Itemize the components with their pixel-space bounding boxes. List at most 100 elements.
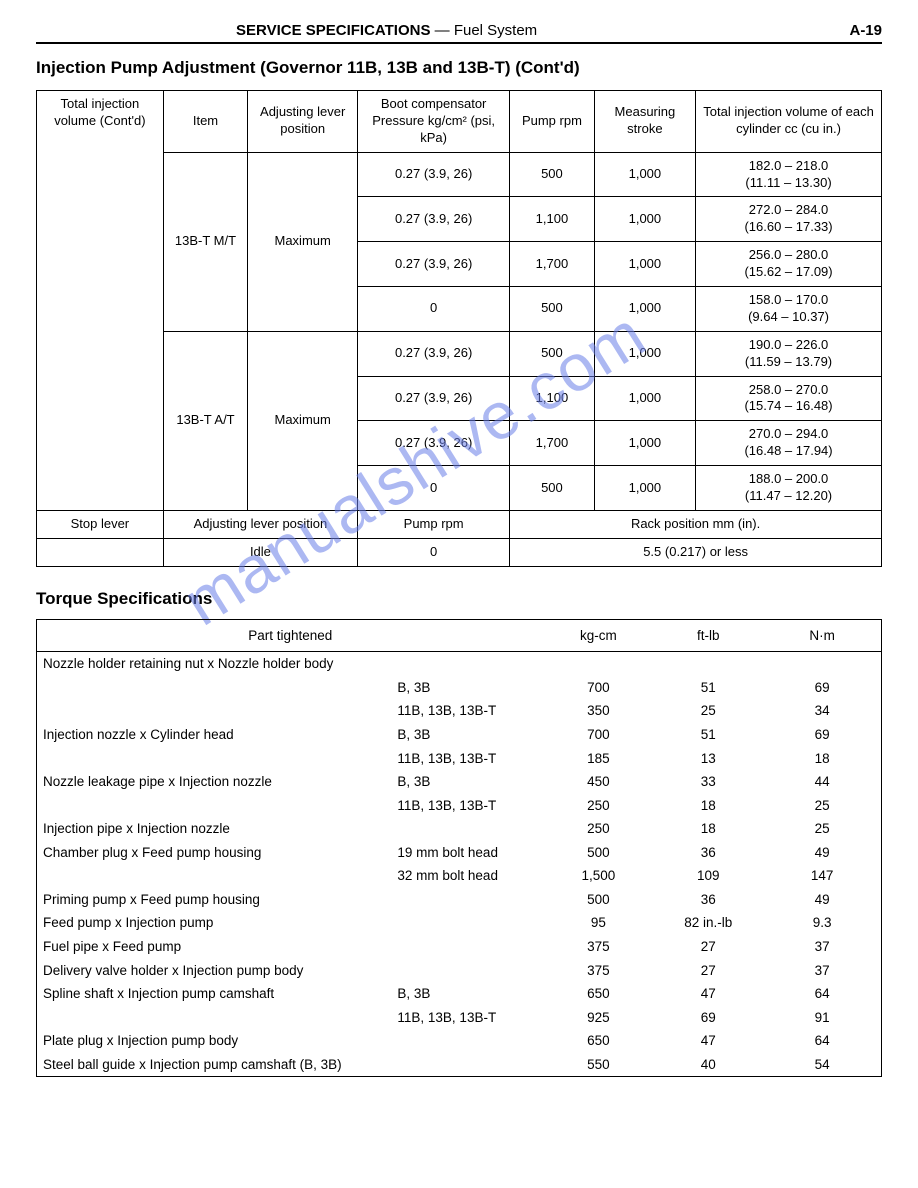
cell-part: Feed pump x Injection pump <box>37 911 392 935</box>
cell-kg: 95 <box>543 911 653 935</box>
cell-stroke: 1,000 <box>594 152 695 197</box>
cell-vol: 182.0 – 218.0(11.11 – 13.30) <box>696 152 882 197</box>
cell-vol: 258.0 – 270.0(15.74 – 16.48) <box>696 376 882 421</box>
cell-part: Fuel pipe x Feed pump <box>37 935 392 959</box>
vol1: 270.0 – 294.0 <box>749 426 829 441</box>
cell-sub: B, 3B <box>391 723 543 747</box>
cell-part: Injection nozzle x Cylinder head <box>37 723 392 747</box>
cell-sub: B, 3B <box>391 676 543 700</box>
cell-vol: 256.0 – 280.0 (15.62 – 17.09) <box>696 242 882 287</box>
vol2: (9.64 – 10.37) <box>748 309 829 324</box>
table-row: 11B, 13B, 13B-T9256991 <box>37 1006 882 1030</box>
cell-kg: 375 <box>543 935 653 959</box>
col-rpm: Pump rpm <box>510 91 595 153</box>
cell-press: 0.27 (3.9, 26) <box>358 331 510 376</box>
stop-h3: Rack position mm (in). <box>510 510 882 538</box>
cell-ft: 47 <box>653 982 763 1006</box>
vol1: 158.0 – 170.0 <box>749 292 829 307</box>
cell-rpm: 1,100 <box>510 376 595 421</box>
table-row: 13B-T M/T Maximum 0.27 (3.9, 26) 500 1,0… <box>37 152 882 197</box>
table-row: Injection pipe x Injection nozzle2501825 <box>37 817 882 841</box>
cell-kg: 450 <box>543 770 653 794</box>
cell-kg <box>543 652 653 676</box>
table-row: Feed pump x Injection pump9582 in.-lb9.3 <box>37 911 882 935</box>
cell-part <box>37 676 392 700</box>
cell-item: 13B-T M/T <box>163 152 248 331</box>
cell-kg: 185 <box>543 747 653 771</box>
section-injection-title: Injection Pump Adjustment (Governor 11B,… <box>36 58 882 78</box>
torque-table: Part tightened kg-cm ft-lb N·m Nozzle ho… <box>36 619 882 1078</box>
cell-ft: 36 <box>653 841 763 865</box>
cell-rpm: 1,700 <box>510 242 595 287</box>
cell-sub <box>391 1029 543 1053</box>
col-item: Item <box>163 91 248 153</box>
cell-sub <box>391 652 543 676</box>
cell-sub: 11B, 13B, 13B-T <box>391 699 543 723</box>
cell-stroke: 1,000 <box>594 287 695 332</box>
cell-ft: 18 <box>653 817 763 841</box>
cell-ft: 51 <box>653 676 763 700</box>
col-lever: Adjusting lever position <box>248 91 358 153</box>
col-kgcm: kg-cm <box>543 619 653 652</box>
cell-vol: 270.0 – 294.0(16.48 – 17.94) <box>696 421 882 466</box>
injection-table: Total injection volume (Cont'd) Item Adj… <box>36 90 882 567</box>
cell-part: Steel ball guide x Injection pump camsha… <box>37 1053 392 1077</box>
table-row: Chamber plug x Feed pump housing19 mm bo… <box>37 841 882 865</box>
cell-kg: 375 <box>543 959 653 983</box>
cell-ft: 18 <box>653 794 763 818</box>
cell-nm: 49 <box>763 888 881 912</box>
cell-press: 0.27 (3.9, 26) <box>358 421 510 466</box>
cell-press: 0.27 (3.9, 26) <box>358 376 510 421</box>
col-part: Part tightened <box>37 619 544 652</box>
cell-rpm: 1,700 <box>510 421 595 466</box>
table-row: Priming pump x Feed pump housing5003649 <box>37 888 882 912</box>
table-row: B, 3B7005169 <box>37 676 882 700</box>
cell-sub: 11B, 13B, 13B-T <box>391 747 543 771</box>
cell-stroke: 1,000 <box>594 242 695 287</box>
torque-header-row: Part tightened kg-cm ft-lb N·m <box>37 619 882 652</box>
cell-part: Chamber plug x Feed pump housing <box>37 841 392 865</box>
cell-ft <box>653 652 763 676</box>
stop-empty <box>37 538 164 566</box>
cell-nm: 44 <box>763 770 881 794</box>
cell-press: 0.27 (3.9, 26) <box>358 197 510 242</box>
cell-nm: 37 <box>763 935 881 959</box>
table-row: Nozzle leakage pipe x Injection nozzleB,… <box>37 770 882 794</box>
col-volume: Total injection volume of each cylinder … <box>696 91 882 153</box>
vol1: 272.0 – 284.0 <box>749 202 829 217</box>
cell-part <box>37 699 392 723</box>
vol1: 256.0 – 280.0 <box>749 247 829 262</box>
cell-nm: 64 <box>763 1029 881 1053</box>
vol2: (15.62 – 17.09) <box>744 264 832 279</box>
cell-sub: B, 3B <box>391 770 543 794</box>
injection-header-row: Total injection volume (Cont'd) Item Adj… <box>37 91 882 153</box>
cell-part: Priming pump x Feed pump housing <box>37 888 392 912</box>
cell-stroke: 1,000 <box>594 197 695 242</box>
header-title: SERVICE SPECIFICATIONS — Fuel System <box>236 22 537 39</box>
cell-ft: 47 <box>653 1029 763 1053</box>
cell-press: 0 <box>358 287 510 332</box>
vol1: 182.0 – 218.0 <box>749 158 829 173</box>
table-row: Fuel pipe x Feed pump3752737 <box>37 935 882 959</box>
cell-rpm: 500 <box>510 152 595 197</box>
cell-vol: 158.0 – 170.0 (9.64 – 10.37) <box>696 287 882 332</box>
cell-sub: 19 mm bolt head <box>391 841 543 865</box>
cell-ft: 13 <box>653 747 763 771</box>
table-row: Steel ball guide x Injection pump camsha… <box>37 1053 882 1077</box>
table-row: 13B-T A/T Maximum 0.27 (3.9, 26) 500 1,0… <box>37 331 882 376</box>
cell-sub <box>391 817 543 841</box>
cell-nm: 9.3 <box>763 911 881 935</box>
cell-nm: 18 <box>763 747 881 771</box>
cell-nm <box>763 652 881 676</box>
cell-ft: 27 <box>653 959 763 983</box>
cell-part: Delivery valve holder x Injection pump b… <box>37 959 392 983</box>
cell-nm: 54 <box>763 1053 881 1077</box>
cell-kg: 500 <box>543 841 653 865</box>
cell-vol: 272.0 – 284.0(16.60 – 17.33) <box>696 197 882 242</box>
col-stroke: Measuring stroke <box>594 91 695 153</box>
vol1: 188.0 – 200.0 <box>749 471 829 486</box>
cell-rpm: 500 <box>510 287 595 332</box>
section-torque-title: Torque Specifications <box>36 589 882 609</box>
cell-kg: 650 <box>543 982 653 1006</box>
cell-nm: 64 <box>763 982 881 1006</box>
